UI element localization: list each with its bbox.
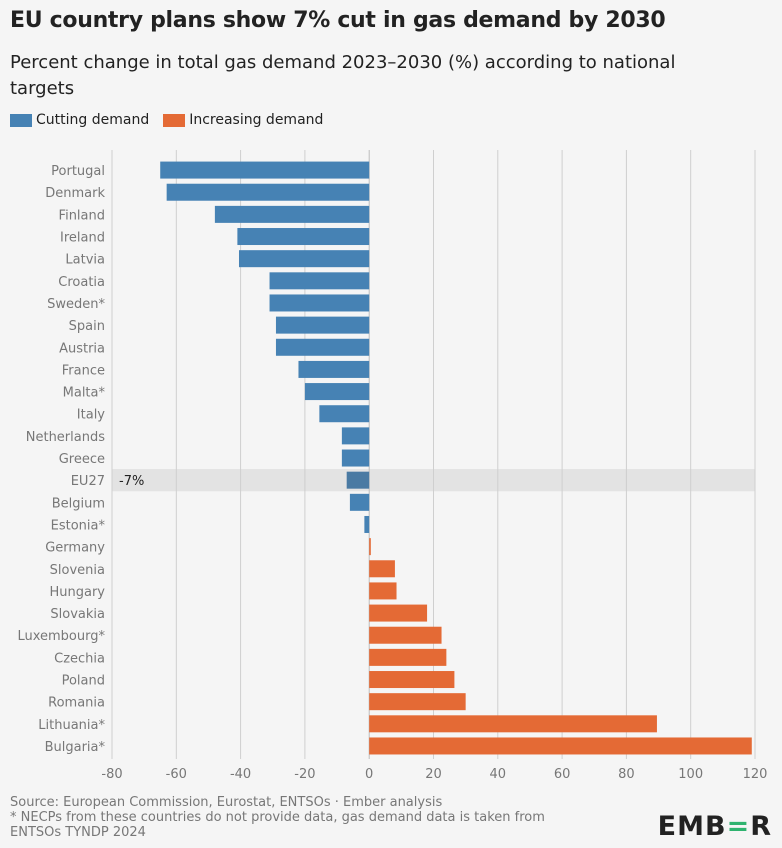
bar-finland bbox=[214, 205, 370, 223]
bar-poland bbox=[369, 671, 455, 689]
category-label: Poland bbox=[62, 674, 105, 689]
category-label: Malta* bbox=[63, 386, 106, 401]
category-label: Belgium bbox=[52, 496, 105, 511]
bar-bulgaria bbox=[369, 737, 752, 755]
x-tick-label: -60 bbox=[166, 767, 187, 782]
legend-swatch-cutting bbox=[10, 113, 32, 127]
bar-eu27 bbox=[346, 471, 370, 489]
category-label: Romania bbox=[48, 696, 105, 711]
category-label: Netherlands bbox=[26, 430, 105, 445]
footnote-line-1: * NECPs from these countries do not prov… bbox=[10, 810, 545, 825]
category-label: Hungary bbox=[49, 585, 105, 600]
bar-hungary bbox=[369, 582, 397, 600]
category-label: Portugal bbox=[51, 164, 105, 179]
chart-subtitle: Percent change in total gas demand 2023–… bbox=[10, 52, 676, 99]
bar-ireland bbox=[237, 228, 370, 246]
category-label: Slovakia bbox=[50, 607, 105, 622]
legend: Cutting demand Increasing demand bbox=[10, 112, 337, 128]
category-label: Greece bbox=[59, 452, 105, 467]
x-tick-label: 0 bbox=[365, 767, 373, 782]
category-label: Denmark bbox=[45, 186, 105, 201]
x-tick-label: 20 bbox=[425, 767, 442, 782]
source-note: Source: European Commission, Eurostat, E… bbox=[10, 795, 443, 810]
category-label: Croatia bbox=[58, 275, 105, 290]
category-label: Austria bbox=[59, 341, 105, 356]
x-tick-label: 80 bbox=[618, 767, 635, 782]
legend-item-cutting: Cutting demand bbox=[10, 112, 149, 128]
category-label: Sweden* bbox=[47, 297, 105, 312]
bar-slovenia bbox=[369, 560, 395, 578]
bar-belgium bbox=[349, 493, 370, 511]
category-label: Spain bbox=[69, 319, 105, 334]
bar-lithuania bbox=[369, 715, 657, 733]
bar-france bbox=[298, 360, 370, 378]
bar-sweden bbox=[269, 294, 370, 312]
x-tick-label: -40 bbox=[230, 767, 251, 782]
category-label: Luxembourg* bbox=[17, 629, 105, 644]
bar-austria bbox=[275, 338, 370, 356]
category-label: Czechia bbox=[54, 651, 105, 666]
legend-label-cutting: Cutting demand bbox=[36, 112, 150, 128]
category-label: Bulgaria* bbox=[45, 740, 106, 755]
bar-czechia bbox=[369, 648, 447, 666]
category-label: Italy bbox=[77, 408, 106, 423]
x-tick-label: -20 bbox=[294, 767, 315, 782]
chart-title: EU country plans show 7% cut in gas dema… bbox=[10, 8, 666, 33]
ember-logo: EMB=R bbox=[657, 811, 772, 842]
x-tick-label: -80 bbox=[101, 767, 122, 782]
bar-greece bbox=[341, 449, 370, 467]
legend-item-increasing: Increasing demand bbox=[163, 112, 323, 128]
legend-swatch-increasing bbox=[163, 113, 186, 127]
bar-italy bbox=[319, 405, 370, 423]
category-label: Germany bbox=[45, 541, 105, 556]
category-label: EU27 bbox=[71, 474, 105, 489]
category-label: Finland bbox=[59, 208, 105, 223]
bar-slovakia bbox=[369, 604, 428, 622]
eu27-value-label: -7% bbox=[119, 474, 144, 489]
bar-portugal bbox=[160, 161, 370, 179]
bar-luxembourg bbox=[369, 626, 442, 644]
bar-chart: Portugal Denmark Finland Ireland Latvia Croat… bbox=[17, 150, 768, 782]
bar-spain bbox=[275, 316, 370, 334]
category-label: Ireland bbox=[60, 231, 105, 246]
bar-croatia bbox=[269, 272, 370, 290]
category-label: Lithuania* bbox=[38, 718, 105, 733]
footer: Source: European Commission, Eurostat, E… bbox=[10, 795, 630, 840]
bar-germany bbox=[369, 538, 371, 556]
category-label: Estonia* bbox=[51, 518, 106, 533]
footnote-line-2: ENTSOs TYNDP 2024 bbox=[10, 825, 146, 840]
bar-estonia bbox=[364, 515, 370, 533]
category-label: Latvia bbox=[65, 253, 105, 268]
legend-label-increasing: Increasing demand bbox=[189, 112, 324, 128]
bar-romania bbox=[369, 693, 466, 711]
bar-netherlands bbox=[341, 427, 370, 445]
category-label: Slovenia bbox=[50, 563, 105, 578]
x-tick-label: 120 bbox=[743, 767, 768, 782]
category-label: France bbox=[62, 363, 105, 378]
x-tick-label: 40 bbox=[490, 767, 507, 782]
bar-denmark bbox=[166, 183, 370, 201]
x-tick-label: 60 bbox=[554, 767, 571, 782]
bar-malta bbox=[304, 383, 370, 401]
bar-latvia bbox=[238, 250, 370, 268]
x-tick-label: 100 bbox=[678, 767, 703, 782]
